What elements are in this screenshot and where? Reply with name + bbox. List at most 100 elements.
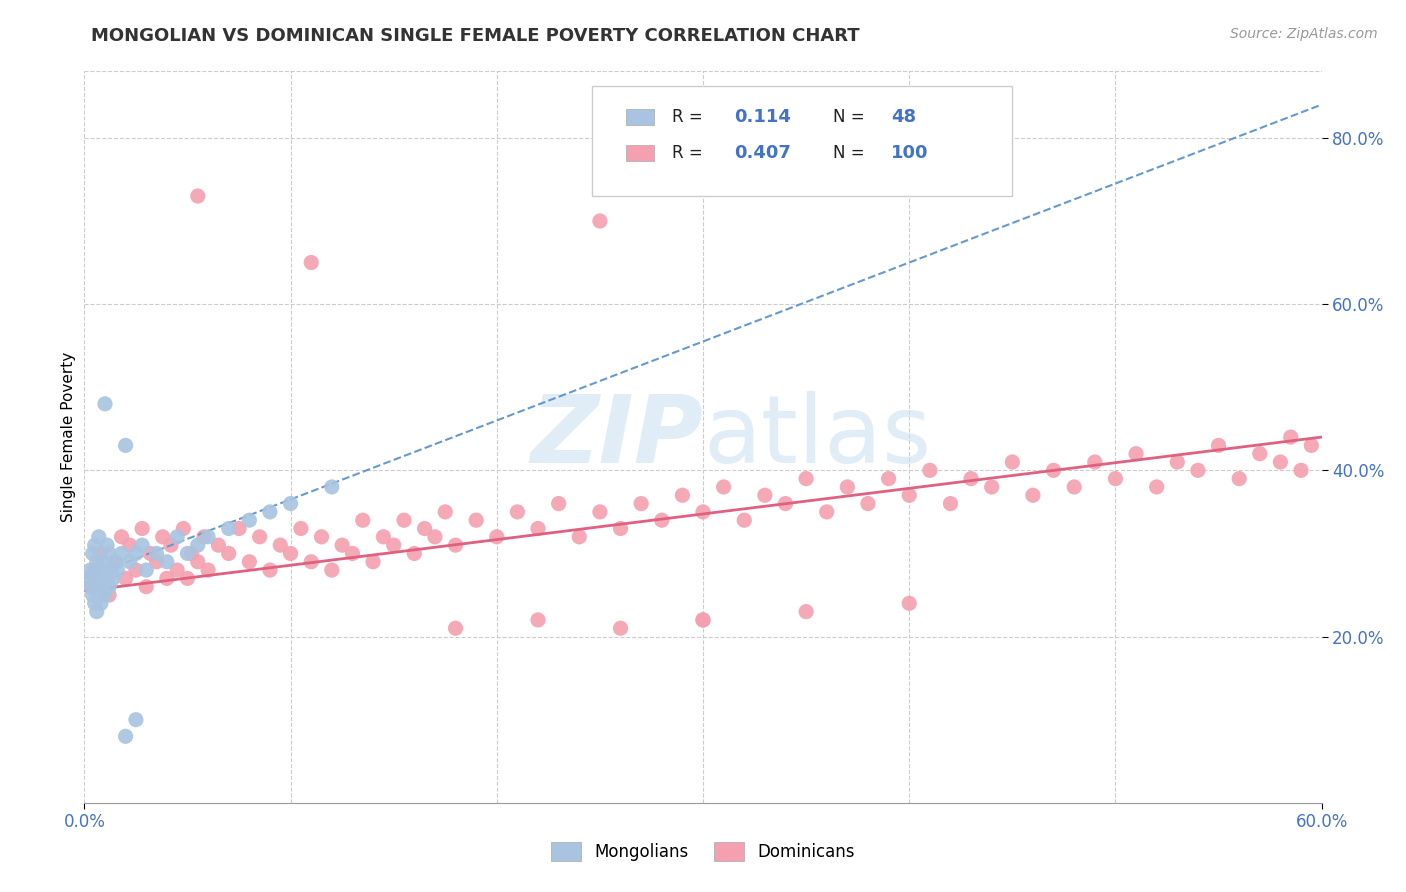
Text: atlas: atlas: [703, 391, 931, 483]
Point: [547, 497, 569, 511]
Point: [290, 521, 312, 535]
Text: N =: N =: [832, 145, 870, 162]
Point: [180, 546, 202, 560]
Text: Source: ZipAtlas.com: Source: ZipAtlas.com: [1230, 27, 1378, 41]
Point: [94, 397, 117, 411]
Point: [238, 555, 260, 569]
Point: [568, 530, 591, 544]
FancyBboxPatch shape: [592, 86, 1012, 195]
Point: [269, 538, 291, 552]
Point: [352, 513, 374, 527]
Point: [207, 538, 229, 552]
Point: [83, 571, 105, 585]
Point: [856, 497, 879, 511]
Point: [1279, 430, 1302, 444]
Point: [794, 472, 817, 486]
Text: MONGOLIAN VS DOMINICAN SINGLE FEMALE POVERTY CORRELATION CHART: MONGOLIAN VS DOMINICAN SINGLE FEMALE POV…: [91, 27, 860, 45]
Point: [321, 563, 343, 577]
Point: [79, 580, 101, 594]
Point: [1146, 480, 1168, 494]
Point: [877, 472, 900, 486]
Point: [105, 563, 128, 577]
Point: [299, 555, 322, 569]
Point: [630, 497, 652, 511]
Point: [794, 605, 817, 619]
Point: [434, 505, 457, 519]
Point: [280, 497, 302, 511]
Point: [465, 513, 488, 527]
Point: [139, 546, 162, 560]
Point: [87, 588, 110, 602]
Bar: [626, 145, 654, 161]
Point: [228, 521, 250, 535]
Point: [392, 513, 415, 527]
Point: [91, 555, 114, 569]
Point: [1042, 463, 1064, 477]
Point: [131, 521, 153, 535]
Point: [1289, 463, 1312, 477]
Point: [1187, 463, 1209, 477]
Point: [692, 505, 714, 519]
Point: [131, 538, 153, 552]
Point: [413, 521, 436, 535]
Point: [898, 596, 921, 610]
Point: [259, 563, 281, 577]
Point: [90, 596, 112, 610]
Point: [187, 555, 209, 569]
Point: [87, 530, 110, 544]
Y-axis label: Single Female Poverty: Single Female Poverty: [60, 352, 76, 522]
Point: [692, 613, 714, 627]
Point: [86, 605, 108, 619]
Point: [980, 480, 1002, 494]
Text: 100: 100: [891, 145, 928, 162]
Point: [166, 530, 188, 544]
Point: [444, 621, 467, 635]
Point: [382, 538, 405, 552]
Point: [939, 497, 962, 511]
Point: [1249, 447, 1271, 461]
Point: [692, 613, 714, 627]
Point: [713, 480, 735, 494]
Point: [160, 538, 183, 552]
Legend: Mongolians, Dominicans: Mongolians, Dominicans: [544, 835, 862, 868]
Point: [176, 571, 198, 585]
Point: [91, 580, 114, 594]
Point: [187, 189, 209, 203]
Point: [1227, 472, 1250, 486]
Point: [609, 621, 631, 635]
Point: [104, 555, 127, 569]
Point: [104, 555, 127, 569]
Point: [187, 538, 209, 552]
Point: [197, 530, 219, 544]
Text: 48: 48: [891, 109, 917, 127]
Point: [218, 546, 240, 560]
Point: [527, 613, 550, 627]
Point: [193, 530, 215, 544]
Point: [423, 530, 446, 544]
Point: [135, 563, 157, 577]
Point: [918, 463, 941, 477]
Point: [259, 505, 281, 519]
Point: [98, 580, 121, 594]
Point: [1104, 472, 1126, 486]
Point: [96, 571, 118, 585]
Point: [373, 530, 395, 544]
Point: [172, 521, 194, 535]
Point: [82, 546, 104, 560]
Point: [1166, 455, 1188, 469]
Point: [1022, 488, 1045, 502]
Point: [86, 580, 108, 594]
Point: [321, 480, 343, 494]
Point: [444, 538, 467, 552]
Text: 0.114: 0.114: [734, 109, 790, 127]
Point: [342, 546, 364, 560]
Point: [651, 513, 673, 527]
Point: [671, 488, 693, 502]
Point: [114, 729, 136, 743]
Point: [330, 538, 353, 552]
Point: [90, 571, 112, 585]
Point: [589, 505, 612, 519]
Point: [98, 588, 121, 602]
Point: [589, 214, 612, 228]
Point: [1208, 438, 1230, 452]
